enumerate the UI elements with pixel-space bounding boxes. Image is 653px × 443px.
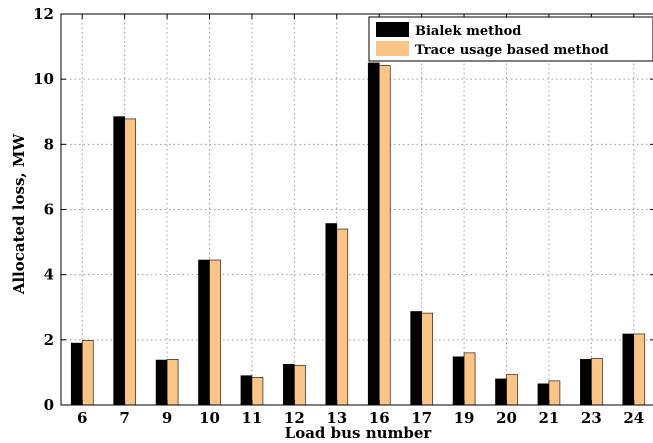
bar-trace-13: [336, 228, 349, 406]
y-tick-labels: 0 2 4 6 8 10 12: [33, 5, 54, 414]
bar-trace-19: [463, 352, 476, 406]
x-tick-label: 17: [411, 409, 432, 427]
bar-bialek-9: [155, 359, 168, 406]
x-tick-label: 12: [284, 409, 305, 427]
bar-trace-11: [251, 377, 264, 406]
bar-trace-9: [166, 359, 179, 406]
bar-bialek-13: [325, 223, 338, 406]
bar-bialek-6: [70, 342, 83, 406]
bar-bialek-11: [240, 375, 253, 406]
bar-bialek-12: [283, 363, 295, 406]
y-tick-label: 6: [44, 201, 54, 219]
x-tick-label: 13: [326, 409, 347, 427]
bar-bialek-16: [367, 62, 380, 406]
bar-bialek-23: [580, 359, 592, 406]
y-tick-label: 0: [44, 396, 54, 414]
bar-bialek-17: [410, 311, 422, 406]
legend: Bialek method Trace usage based method: [368, 16, 653, 62]
bar-bialek-7: [113, 116, 125, 406]
bar-trace-10: [209, 259, 221, 406]
x-tick-label: 23: [581, 409, 602, 427]
x-tick-labels: 6 7 9 10 11 12 13 16 17 19 20 21 23 24: [77, 409, 644, 427]
bar-bialek-10: [198, 259, 210, 406]
plot-frame: [60, 13, 653, 406]
x-tick-label: 24: [623, 409, 644, 427]
legend-box: [368, 16, 653, 62]
bar-trace-24: [633, 333, 646, 406]
bar-trace-6: [81, 340, 94, 406]
legend-label-trace: Trace usage based method: [415, 43, 609, 58]
bar-trace-7: [124, 118, 136, 406]
bar-bialek-19: [452, 356, 465, 406]
legend-swatch-trace: [376, 41, 409, 56]
y-tick-label: 10: [33, 70, 54, 88]
x-tick-label: 19: [454, 409, 475, 427]
bar-trace-12: [294, 364, 306, 406]
legend-swatch-bialek: [376, 22, 409, 37]
x-tick-label: 9: [162, 409, 172, 427]
legend-label-bialek: Bialek method: [415, 24, 521, 39]
x-axis-title: Load bus number: [285, 424, 433, 442]
grid: [61, 14, 653, 405]
y-tick-label: 8: [44, 135, 54, 153]
x-tick-label: 21: [538, 409, 559, 427]
x-tick-label: 16: [369, 409, 390, 427]
y-tick-label: 12: [33, 5, 54, 23]
bar-bialek-20: [495, 378, 507, 406]
bar-bialek-21: [537, 383, 550, 406]
y-tick-label: 4: [44, 266, 54, 284]
bar-trace-23: [591, 358, 603, 406]
x-tick-label: 11: [241, 409, 262, 427]
bars: [70, 62, 646, 406]
bar-trace-20: [506, 374, 518, 406]
y-axis-title: Allocated loss, MW: [10, 133, 28, 296]
bar-trace-21: [548, 380, 561, 406]
bar-bialek-24: [622, 333, 635, 406]
x-tick-label: 6: [77, 409, 87, 427]
x-tick-label: 10: [199, 409, 220, 427]
bar-trace-17: [421, 312, 433, 406]
bar-trace-16: [378, 65, 391, 406]
x-tick-label: 7: [119, 409, 129, 427]
x-tick-label: 20: [496, 409, 517, 427]
y-tick-label: 2: [44, 331, 54, 349]
axis-ticks: [61, 13, 653, 406]
